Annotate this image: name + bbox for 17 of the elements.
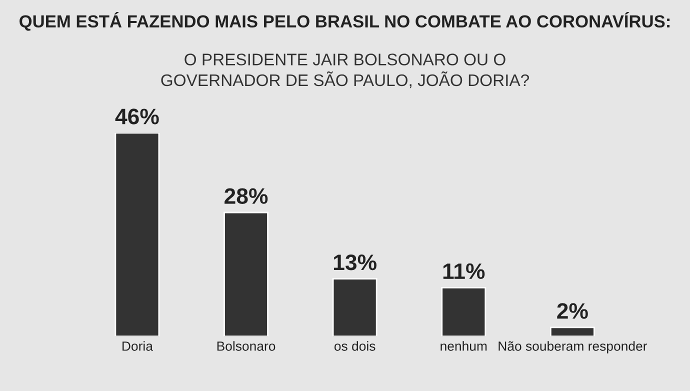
bar: [441, 286, 486, 336]
x-tick-label: Doria: [122, 341, 153, 351]
x-tick-label: Bolsonaro: [217, 341, 276, 351]
bar: [550, 326, 595, 336]
chart-subtitle: O PRESIDENTE JAIR BOLSONARO OU O GOVERNADOR DE SÃO PAULO, JOÃO DORIA?: [161, 54, 529, 88]
chart-title: QUEM ESTÁ FAZENDO MAIS PELO BRASIL NO COMBATE AO CORONAVÍRUS:: [20, 12, 670, 31]
bar: [114, 132, 160, 336]
data-label: 11%: [443, 263, 485, 280]
x-tick-label: os dois: [334, 341, 376, 351]
data-label: 28%: [224, 188, 268, 204]
data-label: 13%: [334, 254, 376, 270]
data-label: 46%: [115, 108, 159, 124]
bar: [332, 278, 378, 336]
x-tick-label: Não souberam responder: [498, 341, 648, 354]
x-tick-label: nenhum: [440, 341, 487, 351]
bar: [224, 212, 268, 336]
data-label: 2%: [557, 303, 588, 319]
